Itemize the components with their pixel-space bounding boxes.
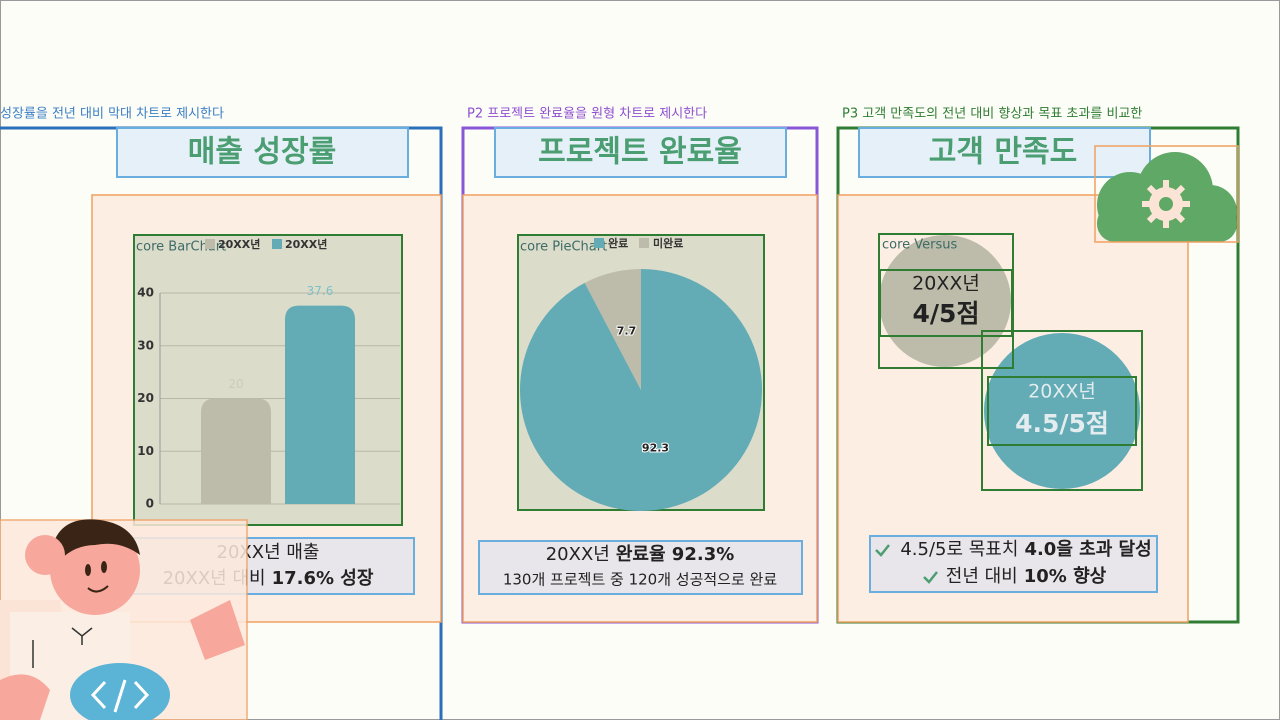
- versus-score: 4.5/5점: [1015, 409, 1109, 438]
- summary-box: [478, 540, 803, 595]
- title: 고객 만족도: [929, 135, 1077, 170]
- caption: P2 프로젝트 완료율을 원형 차트로 제시한다: [467, 107, 707, 122]
- legend-label: 20XX년: [218, 237, 260, 251]
- summary-text: 20XX년: [546, 544, 610, 565]
- caption: P3 고객 만족도의 전년 대비 향상과 목표 초과를 비교한: [842, 107, 1142, 122]
- y-tick-label: 0: [146, 497, 154, 511]
- summary-text: 4.5/5로 목표치: [900, 539, 1018, 560]
- summary-line: 130개 프로젝트 중 120개 성공적으로 완료: [503, 571, 778, 589]
- y-tick-label: 30: [137, 338, 154, 352]
- bar-chart: 0 10 20 30 40 20XX년 20 20XX년 37.6: [137, 237, 400, 511]
- slice-label: 7.7: [617, 324, 637, 337]
- check-icon: [875, 544, 938, 584]
- chart-label: core BarChart: [136, 240, 226, 255]
- cloud-gear-icon: [1094, 145, 1239, 243]
- versus-year: 20XX년: [1028, 381, 1096, 403]
- outline: [981, 330, 1143, 491]
- versus-year: 20XX년: [912, 273, 980, 295]
- title-box: [116, 127, 409, 178]
- legend-label: 미완료: [653, 236, 683, 250]
- versus-score: 4/5점: [913, 299, 980, 328]
- summary-text: 전년 대비: [946, 566, 1018, 587]
- title: 프로젝트 완료율: [538, 135, 742, 170]
- caption: 성장률을 전년 대비 막대 차트로 제시한다: [0, 107, 224, 122]
- legend-swatch: [205, 239, 215, 249]
- value-label: 20: [228, 377, 243, 391]
- title: 매출 성장률: [188, 135, 336, 170]
- summary-line: 전년 대비 10% 향상: [946, 566, 1107, 587]
- versus-circle: [984, 333, 1140, 489]
- y-tick-label: 40: [137, 286, 154, 300]
- summary-bold: 완료율 92.3%: [616, 544, 734, 565]
- illustration: [0, 519, 248, 720]
- summary-bold: 10% 향상: [1024, 566, 1107, 587]
- summary-line: 4.5/5로 목표치 4.0을 초과 달성: [900, 539, 1151, 560]
- chart-label: core PieChart: [520, 240, 607, 255]
- summary-box: [869, 535, 1158, 593]
- value-label: 37.6: [307, 284, 334, 298]
- legend-swatch: [272, 239, 282, 249]
- bar: [285, 305, 355, 504]
- title-box: [858, 127, 1151, 178]
- versus-label: core Versus: [882, 238, 958, 253]
- outline: [987, 376, 1137, 446]
- summary-line: 20XX년 완료율 92.3%: [546, 544, 735, 565]
- slice-label: 92.3: [642, 442, 669, 455]
- pie-slice: [584, 269, 641, 390]
- y-tick-label: 20: [137, 391, 154, 405]
- legend-label: 완료: [608, 237, 628, 250]
- summary-bold: 4.0을 초과 달성: [1024, 539, 1151, 560]
- legend-label: 20XX년: [285, 237, 327, 251]
- outline: [879, 269, 1013, 337]
- pie-chart: 92.3 완료 7.7 미완료: [520, 236, 762, 511]
- summary-bold: 17.6% 성장: [272, 568, 374, 589]
- bar: [201, 398, 271, 504]
- versus-circle: [879, 235, 1011, 367]
- y-tick-label: 10: [137, 444, 154, 458]
- title-box: [494, 127, 787, 178]
- legend-swatch: [639, 238, 649, 248]
- legend-swatch: [594, 238, 604, 248]
